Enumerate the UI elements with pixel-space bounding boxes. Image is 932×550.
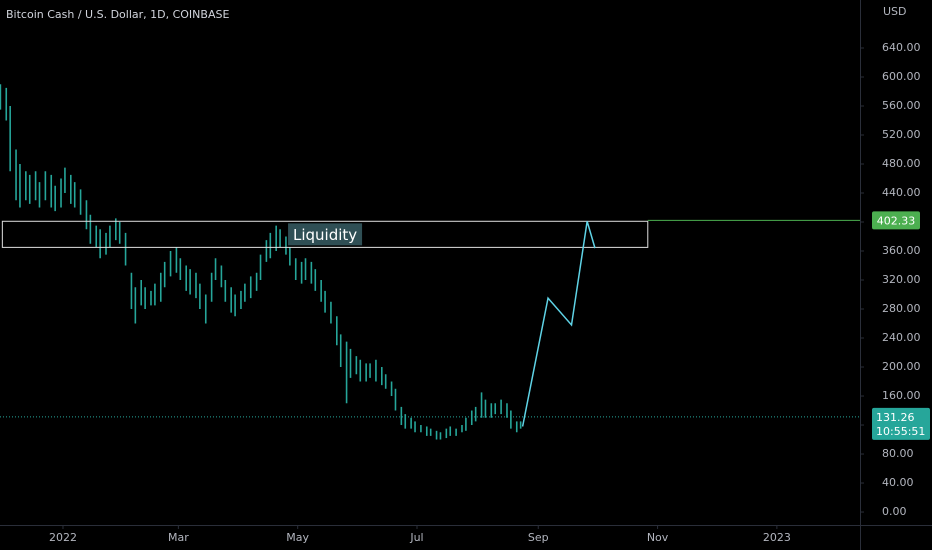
last-price-label: 131.26 [876, 411, 915, 424]
y-tick-label: 560.00 [882, 99, 921, 112]
liquidity-zone [1, 220, 649, 248]
y-tick-label: 240.00 [882, 331, 921, 344]
chart-title: Bitcoin Cash / U.S. Dollar, 1D, COINBASE [6, 8, 229, 21]
y-tick-label: 0.00 [882, 505, 907, 518]
y-tick-label: 440.00 [882, 186, 921, 199]
last-price-tag [872, 407, 930, 440]
projection-line [521, 221, 596, 427]
currency: USD [883, 5, 907, 18]
level-tag [872, 211, 920, 230]
y-tick-label: 640.00 [882, 41, 921, 54]
y-tick-label: 200.00 [882, 360, 921, 373]
y-tick-label: 520.00 [882, 128, 921, 141]
countdown: 10:55:51 [876, 425, 925, 438]
x-tick-label: 2022 [49, 531, 77, 544]
zone-label: Liquidity [293, 226, 357, 244]
y-tick-label: 480.00 [882, 157, 921, 170]
zone-label-bg [288, 223, 363, 246]
y-tick-label: 360.00 [882, 244, 921, 257]
y-tick-label: 80.00 [882, 447, 914, 460]
y-tick-label: 600.00 [882, 70, 921, 83]
x-tick-label: Mar [168, 531, 189, 544]
y-tick-label: 320.00 [882, 273, 921, 286]
x-tick-label: 2023 [763, 531, 791, 544]
y-tick-label: 280.00 [882, 302, 921, 315]
x-tick-label: Sep [528, 531, 549, 544]
x-tick-label: Jul [409, 531, 423, 544]
x-tick-label: Nov [647, 531, 669, 544]
y-tick-label: 40.00 [882, 476, 914, 489]
level-label: 402.33 [877, 214, 916, 227]
y-tick-label: 160.00 [882, 389, 921, 402]
x-tick-label: May [286, 531, 309, 544]
